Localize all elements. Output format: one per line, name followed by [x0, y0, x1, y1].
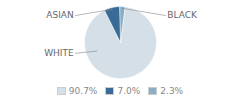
svg-text:BLACK: BLACK — [167, 10, 198, 20]
svg-text:WHITE: WHITE — [44, 48, 74, 58]
html-text:2.3%: 2.3% — [160, 86, 184, 96]
svg-text:ASIAN: ASIAN — [46, 10, 73, 20]
html-text:7.0%: 7.0% — [117, 86, 141, 96]
html-text:90.7%: 90.7% — [68, 86, 98, 96]
